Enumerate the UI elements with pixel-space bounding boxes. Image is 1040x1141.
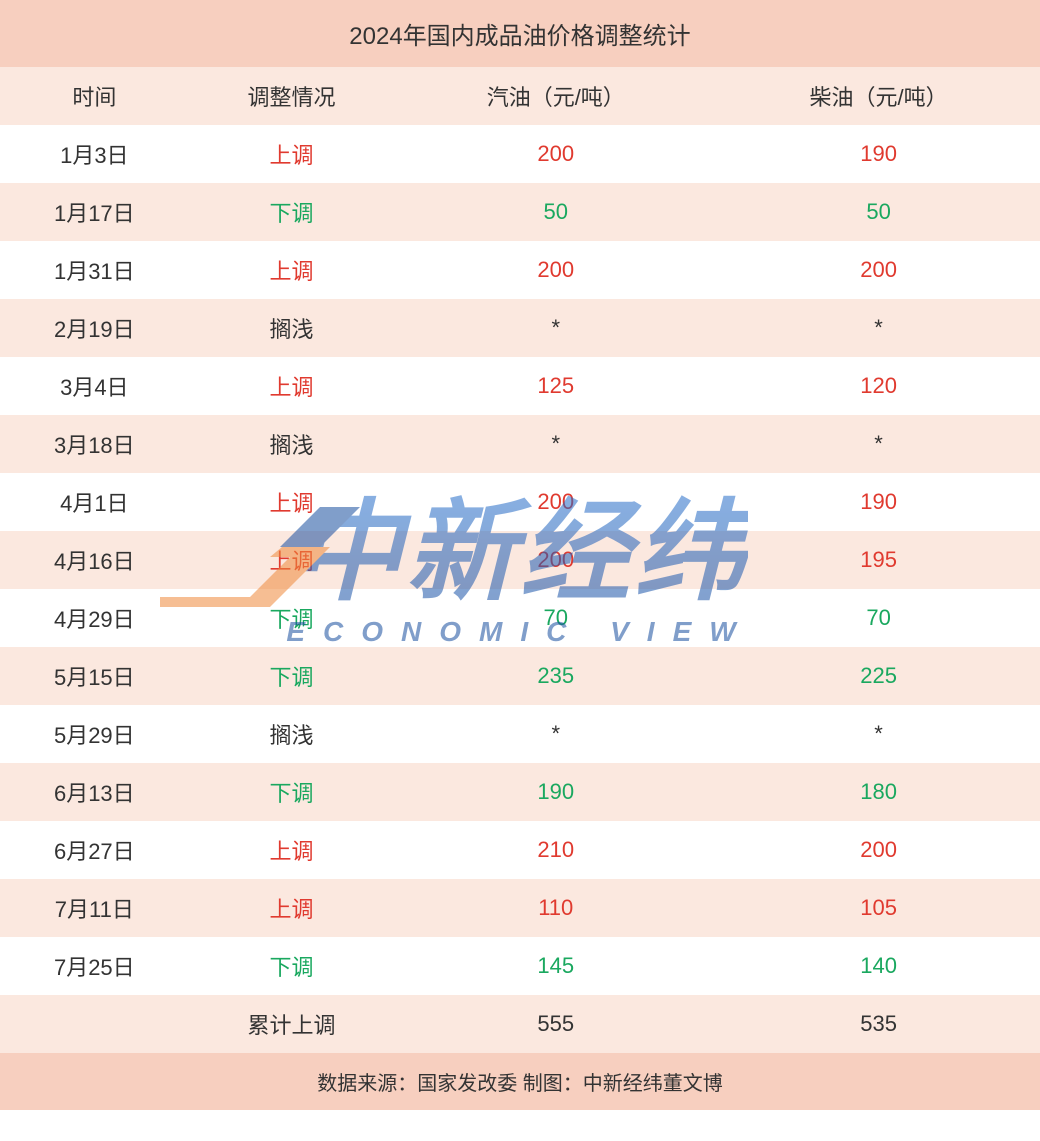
table-row: 1月3日上调200190 — [0, 125, 1040, 183]
cell-diesel: 200 — [717, 241, 1040, 299]
table-row: 4月1日上调200190 — [0, 473, 1040, 531]
price-table: 时间 调整情况 汽油（元/吨） 柴油（元/吨） 1月3日上调2001901月17… — [0, 67, 1040, 1053]
col-gas: 汽油（元/吨） — [394, 67, 717, 125]
cell-gasoline: 50 — [394, 183, 717, 241]
cell-diesel: * — [717, 299, 1040, 357]
summary-diesel: 535 — [717, 995, 1040, 1053]
table-row: 1月17日下调5050 — [0, 183, 1040, 241]
cell-date: 2月19日 — [0, 299, 189, 357]
cell-gasoline: 200 — [394, 531, 717, 589]
cell-direction: 搁浅 — [189, 415, 395, 473]
cell-date: 1月17日 — [0, 183, 189, 241]
cell-diesel: * — [717, 705, 1040, 763]
cell-direction: 上调 — [189, 241, 395, 299]
cell-gasoline: * — [394, 415, 717, 473]
cell-direction: 搁浅 — [189, 705, 395, 763]
cell-diesel: 225 — [717, 647, 1040, 705]
cell-date: 4月29日 — [0, 589, 189, 647]
cell-direction: 上调 — [189, 531, 395, 589]
cell-gasoline: * — [394, 299, 717, 357]
cell-diesel: 190 — [717, 125, 1040, 183]
table-row: 6月27日上调210200 — [0, 821, 1040, 879]
page-title: 2024年国内成品油价格调整统计 — [0, 0, 1040, 67]
cell-gasoline: * — [394, 705, 717, 763]
cell-gasoline: 190 — [394, 763, 717, 821]
cell-date: 4月16日 — [0, 531, 189, 589]
cell-date: 4月1日 — [0, 473, 189, 531]
table-row: 5月15日下调235225 — [0, 647, 1040, 705]
cell-gasoline: 145 — [394, 937, 717, 995]
cell-date: 7月25日 — [0, 937, 189, 995]
cell-date: 5月29日 — [0, 705, 189, 763]
footer-credit: 数据来源：国家发改委 制图：中新经纬董文博 — [0, 1053, 1040, 1110]
cell-direction: 下调 — [189, 647, 395, 705]
cell-gasoline: 200 — [394, 125, 717, 183]
table-row: 6月13日下调190180 — [0, 763, 1040, 821]
table-row: 2月19日搁浅** — [0, 299, 1040, 357]
cell-gasoline: 235 — [394, 647, 717, 705]
cell-direction: 上调 — [189, 357, 395, 415]
table-row: 5月29日搁浅** — [0, 705, 1040, 763]
cell-date: 3月4日 — [0, 357, 189, 415]
table-header-row: 时间 调整情况 汽油（元/吨） 柴油（元/吨） — [0, 67, 1040, 125]
cell-diesel: 200 — [717, 821, 1040, 879]
summary-label: 累计上调 — [189, 995, 395, 1053]
cell-gasoline: 210 — [394, 821, 717, 879]
cell-date: 6月27日 — [0, 821, 189, 879]
cell-direction: 上调 — [189, 473, 395, 531]
cell-date: 3月18日 — [0, 415, 189, 473]
cell-date: 6月13日 — [0, 763, 189, 821]
col-diesel: 柴油（元/吨） — [717, 67, 1040, 125]
table-row: 4月29日下调7070 — [0, 589, 1040, 647]
table-row: 3月4日上调125120 — [0, 357, 1040, 415]
table-row: 4月16日上调200195 — [0, 531, 1040, 589]
cell-date: 1月3日 — [0, 125, 189, 183]
cell-date: 1月31日 — [0, 241, 189, 299]
cell-gasoline: 70 — [394, 589, 717, 647]
cell-direction: 上调 — [189, 879, 395, 937]
cell-diesel: 50 — [717, 183, 1040, 241]
table-row: 3月18日搁浅** — [0, 415, 1040, 473]
cell-date: 5月15日 — [0, 647, 189, 705]
cell-diesel: 105 — [717, 879, 1040, 937]
table-row: 1月31日上调200200 — [0, 241, 1040, 299]
table-container: { "title": "2024年国内成品油价格调整统计", "columns"… — [0, 0, 1040, 1110]
cell-diesel: 190 — [717, 473, 1040, 531]
cell-gasoline: 200 — [394, 241, 717, 299]
summary-gas: 555 — [394, 995, 717, 1053]
table-row: 7月11日上调110105 — [0, 879, 1040, 937]
table-row: 7月25日下调145140 — [0, 937, 1040, 995]
cell-gasoline: 125 — [394, 357, 717, 415]
cell-diesel: 120 — [717, 357, 1040, 415]
cell-direction: 下调 — [189, 937, 395, 995]
summary-blank — [0, 995, 189, 1053]
cell-diesel: 140 — [717, 937, 1040, 995]
cell-diesel: 70 — [717, 589, 1040, 647]
cell-direction: 下调 — [189, 183, 395, 241]
cell-direction: 搁浅 — [189, 299, 395, 357]
cell-direction: 下调 — [189, 763, 395, 821]
cell-direction: 上调 — [189, 125, 395, 183]
cell-gasoline: 110 — [394, 879, 717, 937]
cell-diesel: 180 — [717, 763, 1040, 821]
cell-direction: 上调 — [189, 821, 395, 879]
cell-direction: 下调 — [189, 589, 395, 647]
col-date: 时间 — [0, 67, 189, 125]
cell-date: 7月11日 — [0, 879, 189, 937]
cell-diesel: * — [717, 415, 1040, 473]
cell-diesel: 195 — [717, 531, 1040, 589]
summary-row: 累计上调 555 535 — [0, 995, 1040, 1053]
cell-gasoline: 200 — [394, 473, 717, 531]
col-dir: 调整情况 — [189, 67, 395, 125]
